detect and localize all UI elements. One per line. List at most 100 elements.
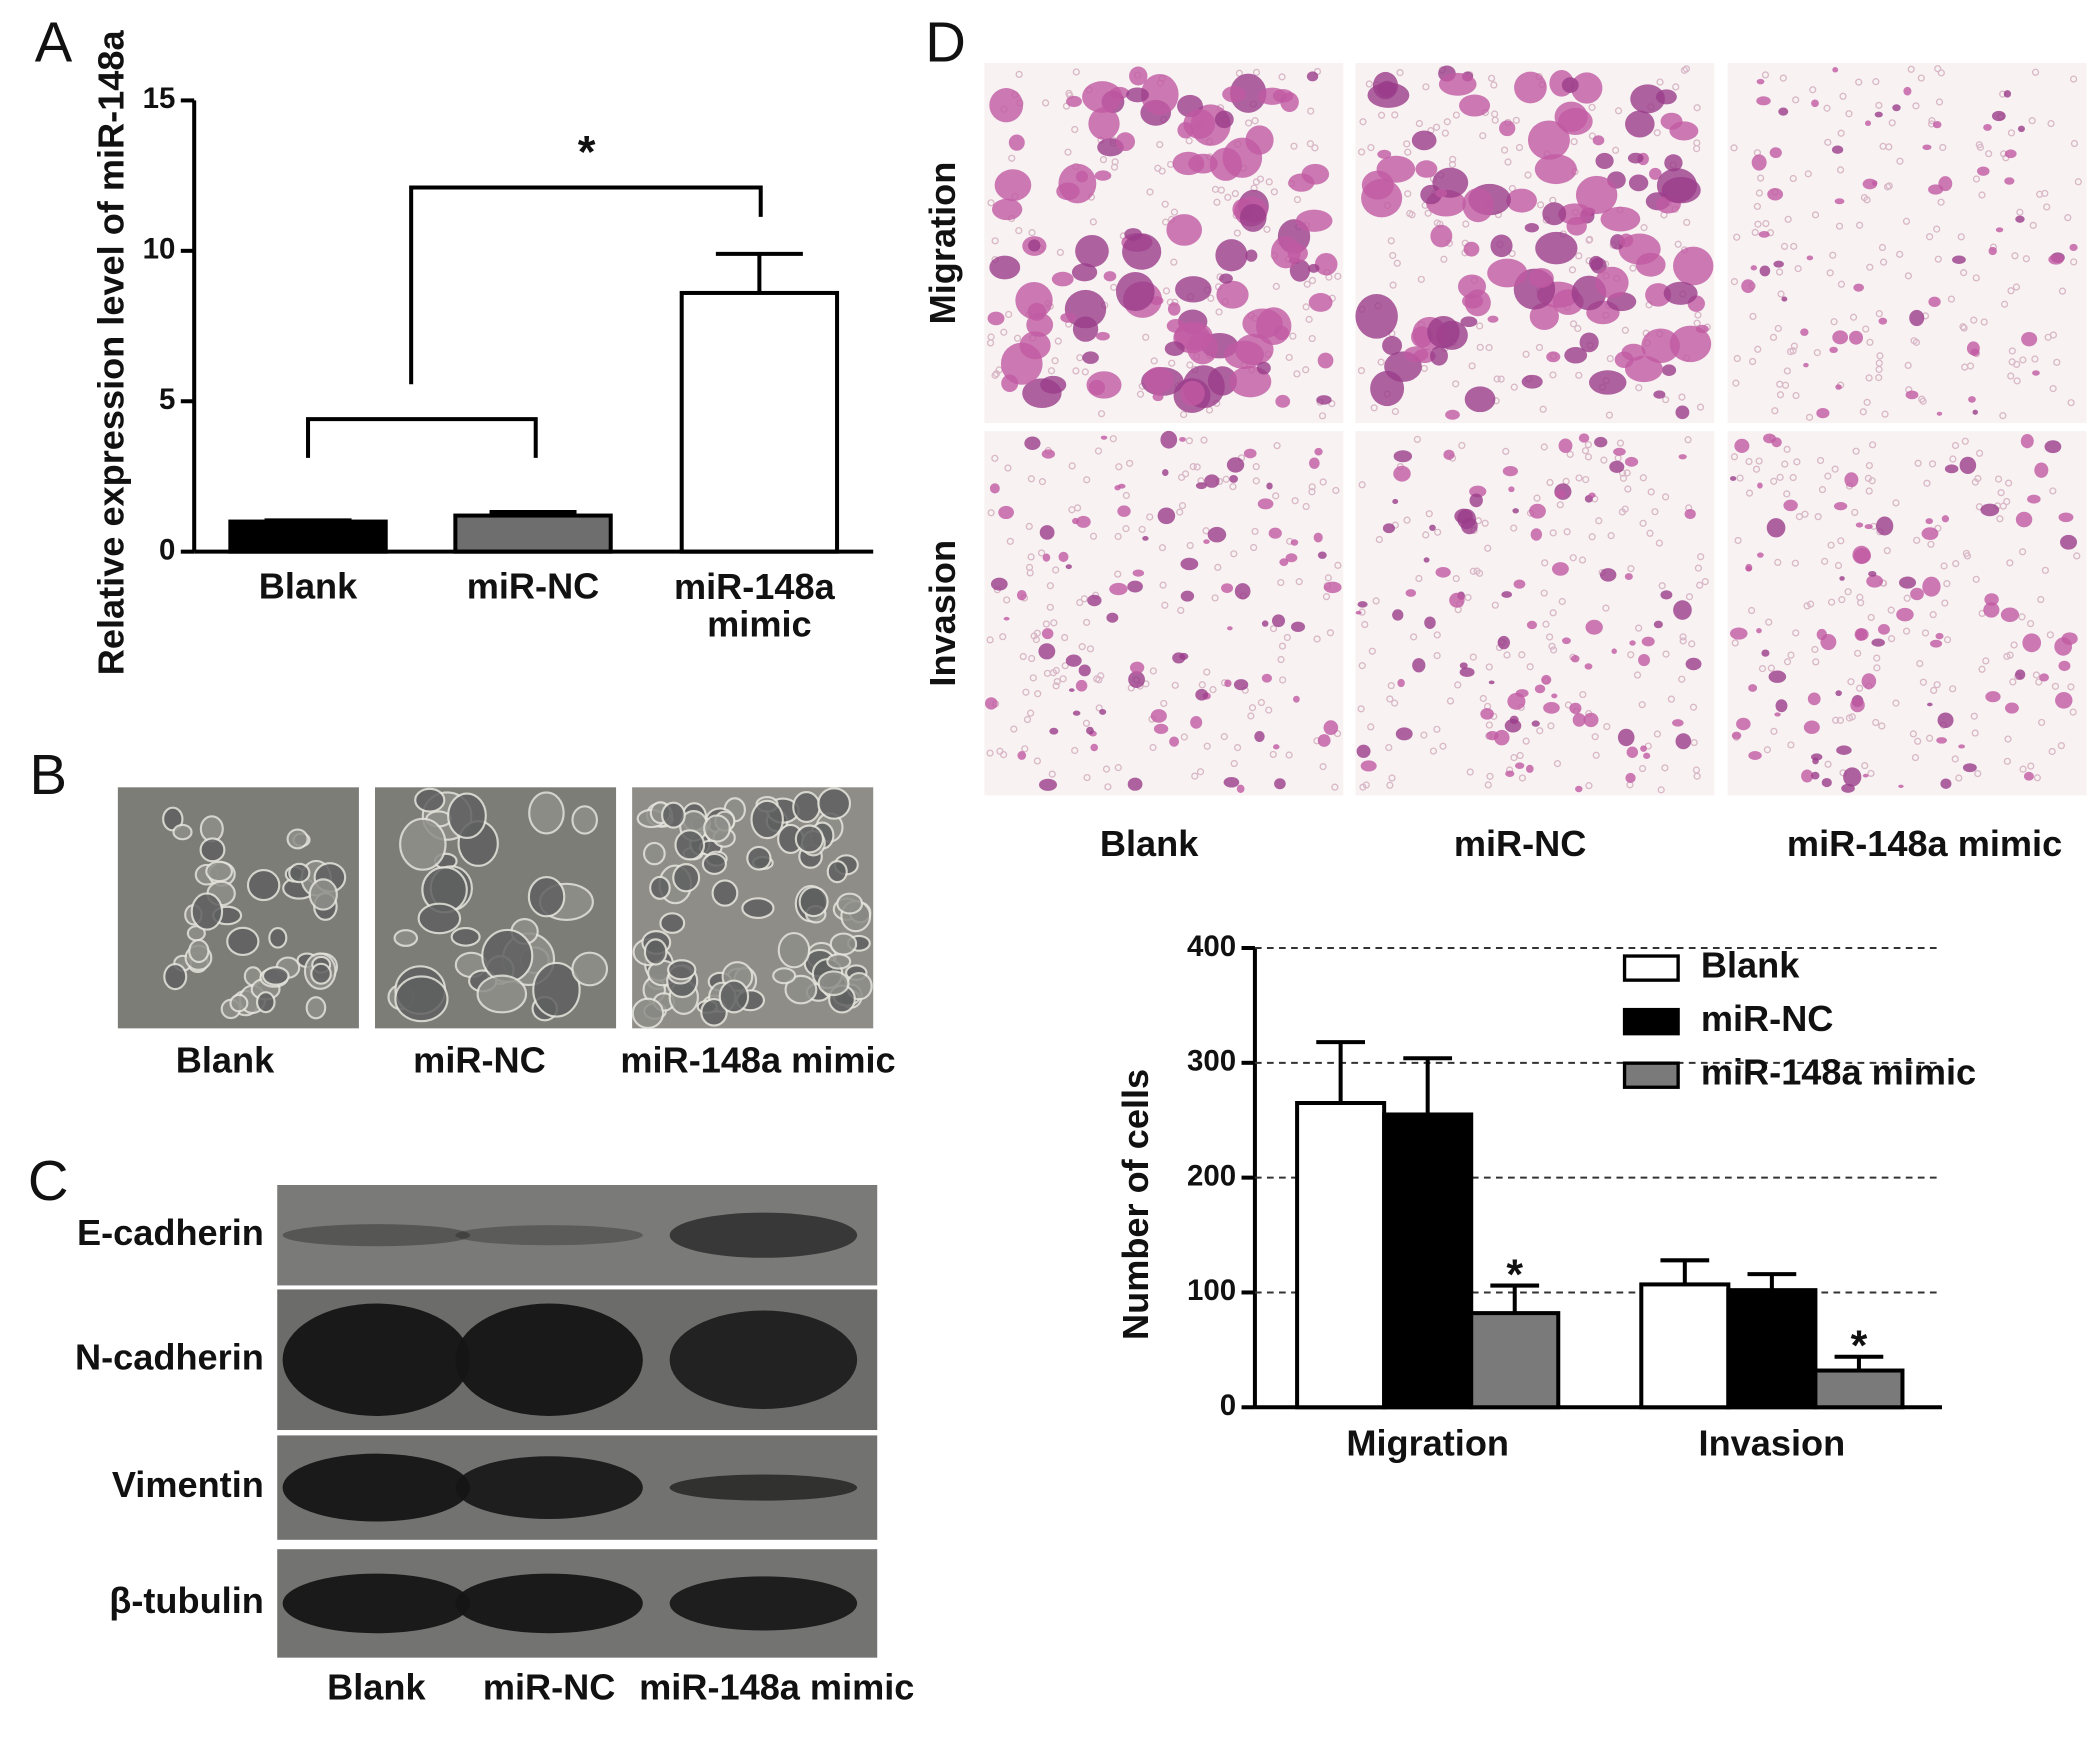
stained-cell [1937, 712, 1954, 729]
stained-cell [1039, 525, 1055, 540]
cell [836, 892, 864, 915]
blot-strip [277, 1289, 878, 1431]
pore [1269, 624, 1278, 633]
pore [1200, 436, 1208, 444]
cell [527, 876, 566, 918]
stained-cell [1734, 438, 1750, 453]
stained-cell [1832, 67, 1839, 73]
stained-cell [1821, 777, 1832, 788]
pore [1754, 220, 1762, 228]
stained-cell [1833, 501, 1848, 511]
stained-cell [1480, 708, 1494, 720]
pore [1656, 78, 1664, 86]
pore [1331, 783, 1339, 791]
pore [1919, 678, 1928, 686]
blot-band [455, 1456, 643, 1519]
pore [1849, 313, 1858, 321]
pore [1683, 218, 1691, 227]
stained-cell [1370, 370, 1405, 407]
pore [1791, 559, 1800, 567]
pore [1089, 218, 1097, 226]
stained-cell [1243, 448, 1257, 459]
pore [1146, 188, 1154, 196]
stained-cell [1575, 785, 1583, 793]
pore [1966, 362, 1975, 370]
pore [1959, 323, 1967, 331]
stained-cell [1617, 728, 1635, 747]
stained-cell [1627, 152, 1644, 164]
pore [1588, 533, 1596, 541]
cell [794, 824, 825, 854]
pore [1770, 477, 1778, 485]
stained-cell [1502, 465, 1518, 477]
pore [1233, 743, 1242, 752]
bracket [409, 185, 763, 385]
stained-cell [1766, 518, 1786, 538]
stained-cell [1675, 405, 1690, 420]
pore [1319, 478, 1327, 486]
pore [1863, 398, 1871, 406]
pore [1540, 443, 1548, 451]
stained-cell [1308, 263, 1320, 273]
pore [1403, 516, 1411, 524]
pore [1000, 328, 1008, 336]
pore [1510, 524, 1518, 532]
pore [1733, 233, 1741, 241]
pore [1770, 727, 1778, 735]
cell [532, 961, 581, 1018]
blot-band [669, 1474, 858, 1501]
cell [826, 953, 852, 970]
stained-cell [1836, 745, 1852, 755]
pore [1934, 65, 1942, 73]
pore [1545, 633, 1554, 641]
pore [1358, 662, 1366, 670]
stained-cell [1065, 654, 1082, 667]
pore [1688, 640, 1696, 648]
stained-cell [1849, 330, 1864, 345]
pore [1289, 332, 1297, 340]
stained-cell [1271, 614, 1286, 628]
pore [1536, 201, 1545, 209]
cell [414, 787, 446, 813]
stained-cell [1803, 362, 1809, 368]
stained-cell [1588, 492, 1596, 498]
cell [829, 932, 858, 956]
pore [1089, 532, 1098, 540]
stained-cell [1075, 234, 1109, 268]
pore [1484, 781, 1492, 789]
pore [1504, 158, 1512, 166]
stained-cell [1164, 341, 1185, 356]
pore [1181, 470, 1190, 478]
pore [1177, 606, 1185, 615]
pore [1776, 391, 1785, 399]
pore [1322, 593, 1331, 601]
pore [1595, 517, 1603, 525]
stained-cell [1988, 246, 1997, 256]
stained-cell [1274, 778, 1286, 790]
pore [1974, 769, 1982, 778]
stained-cell [1279, 558, 1289, 567]
pore [1872, 718, 1880, 727]
pore [1878, 722, 1886, 730]
stained-cell [1898, 784, 1904, 789]
pore [1588, 103, 1596, 111]
stained-cell [1936, 737, 1948, 744]
stained-cell [1570, 655, 1580, 663]
pore [1372, 597, 1380, 605]
cell [571, 805, 598, 835]
pore [1250, 543, 1258, 552]
stained-cell [1226, 457, 1245, 473]
pore [1439, 742, 1447, 750]
stained-cell [2000, 607, 2020, 622]
pore [1083, 618, 1091, 626]
stained-cell [2034, 462, 2049, 478]
pore [1568, 266, 1577, 274]
pore [1549, 609, 1557, 617]
stained-cell [1179, 436, 1186, 442]
stained-cell [1800, 328, 1809, 336]
stained-cell [1803, 720, 1820, 735]
stained-cell [1224, 679, 1232, 688]
stained-cell [1921, 527, 1939, 540]
cell [190, 892, 224, 931]
pore [1361, 620, 1369, 629]
